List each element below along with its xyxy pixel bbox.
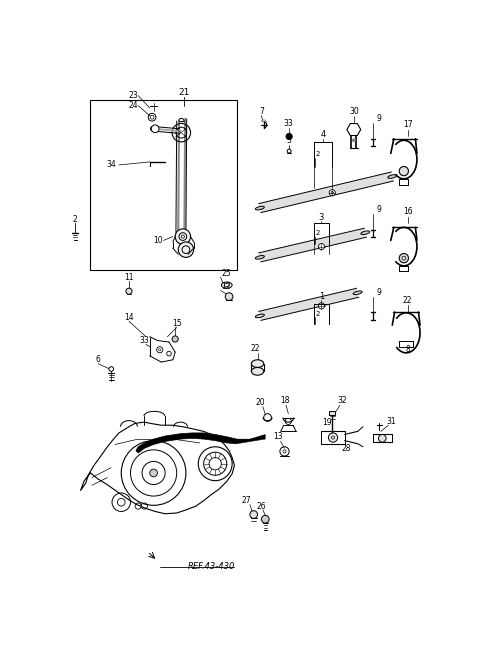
- Text: 7: 7: [259, 106, 264, 115]
- Text: 33: 33: [284, 119, 293, 128]
- Text: 21: 21: [179, 88, 190, 97]
- Polygon shape: [259, 172, 394, 213]
- Text: 17: 17: [403, 121, 412, 129]
- Ellipse shape: [255, 206, 264, 210]
- Text: 22: 22: [251, 344, 260, 353]
- Text: 25: 25: [221, 269, 231, 278]
- Text: 1: 1: [319, 292, 324, 301]
- Ellipse shape: [255, 256, 264, 259]
- Text: 34: 34: [107, 161, 116, 169]
- Circle shape: [262, 516, 269, 523]
- Text: 33: 33: [140, 336, 149, 345]
- Text: 32: 32: [337, 396, 347, 405]
- Text: 20: 20: [255, 398, 264, 407]
- Text: 30: 30: [349, 106, 359, 115]
- Text: 9: 9: [376, 287, 381, 297]
- Text: 28: 28: [341, 444, 351, 453]
- Text: REF.43-430: REF.43-430: [188, 562, 236, 571]
- Circle shape: [150, 469, 157, 477]
- Text: 9: 9: [376, 205, 381, 214]
- Text: 2: 2: [315, 230, 320, 236]
- Circle shape: [126, 288, 132, 295]
- Text: 12: 12: [221, 282, 231, 291]
- Circle shape: [399, 167, 408, 176]
- Ellipse shape: [221, 282, 232, 288]
- Circle shape: [151, 125, 159, 133]
- Ellipse shape: [255, 314, 264, 318]
- Text: 4: 4: [320, 130, 325, 138]
- Text: 24: 24: [129, 101, 139, 110]
- Polygon shape: [81, 422, 234, 514]
- Circle shape: [318, 303, 324, 309]
- Text: 22: 22: [403, 296, 412, 305]
- Circle shape: [172, 336, 178, 342]
- Text: 18: 18: [280, 396, 289, 405]
- Ellipse shape: [252, 359, 264, 367]
- Circle shape: [287, 149, 291, 153]
- Text: 6: 6: [96, 356, 101, 364]
- Text: 2: 2: [72, 215, 77, 224]
- Polygon shape: [136, 433, 237, 453]
- Circle shape: [286, 133, 292, 140]
- Bar: [329, 411, 336, 415]
- Text: 15: 15: [172, 319, 181, 328]
- Circle shape: [178, 242, 193, 257]
- Text: 26: 26: [257, 502, 266, 510]
- Text: 13: 13: [274, 432, 283, 441]
- Circle shape: [329, 190, 336, 195]
- Circle shape: [250, 510, 258, 518]
- Circle shape: [399, 253, 408, 263]
- Ellipse shape: [388, 174, 397, 178]
- Ellipse shape: [252, 367, 264, 375]
- Text: 19: 19: [322, 419, 332, 428]
- Polygon shape: [259, 228, 366, 262]
- Circle shape: [328, 433, 337, 442]
- Text: 23: 23: [129, 91, 139, 100]
- Text: 8: 8: [405, 345, 410, 354]
- Circle shape: [175, 229, 191, 244]
- Ellipse shape: [353, 291, 362, 295]
- Polygon shape: [237, 434, 265, 443]
- Circle shape: [352, 139, 355, 142]
- Text: 5: 5: [286, 136, 291, 145]
- Text: 14: 14: [124, 313, 134, 322]
- Text: 9: 9: [376, 114, 381, 123]
- Text: 31: 31: [386, 417, 396, 426]
- Ellipse shape: [361, 231, 370, 235]
- Circle shape: [225, 293, 233, 300]
- Text: 27: 27: [241, 496, 251, 505]
- Text: 10: 10: [153, 236, 163, 245]
- Polygon shape: [259, 288, 359, 320]
- Text: 3: 3: [319, 213, 324, 222]
- Circle shape: [318, 243, 324, 250]
- Bar: [90, 100, 237, 270]
- Circle shape: [378, 434, 386, 442]
- Circle shape: [109, 367, 114, 371]
- Text: 11: 11: [124, 273, 134, 282]
- Text: 2: 2: [315, 151, 320, 157]
- Text: 2: 2: [315, 310, 320, 317]
- Text: 16: 16: [403, 207, 412, 216]
